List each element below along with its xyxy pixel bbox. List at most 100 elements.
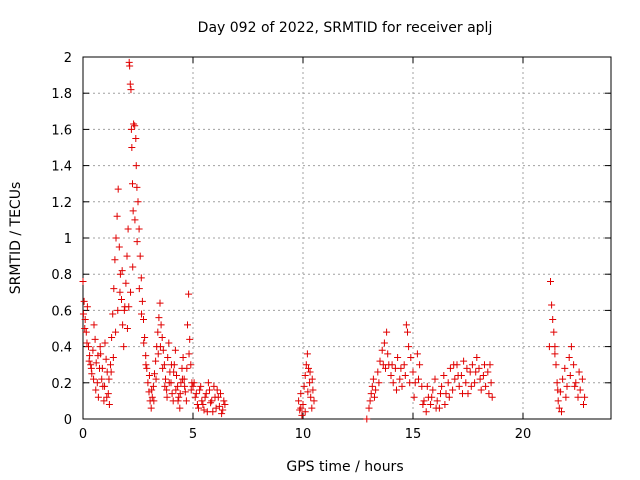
data-point bbox=[382, 364, 389, 372]
data-point bbox=[376, 357, 384, 365]
data-point bbox=[107, 368, 115, 376]
data-point bbox=[460, 357, 468, 365]
data-point bbox=[135, 285, 143, 293]
data-point bbox=[198, 397, 206, 405]
data-point bbox=[132, 134, 140, 142]
data-points bbox=[79, 58, 589, 423]
data-point bbox=[163, 393, 171, 401]
data-point bbox=[440, 372, 448, 380]
data-point bbox=[109, 353, 117, 361]
data-point bbox=[366, 397, 374, 405]
data-point bbox=[220, 397, 228, 405]
data-point bbox=[428, 393, 436, 401]
data-point bbox=[81, 325, 89, 332]
data-point bbox=[147, 404, 155, 412]
data-point bbox=[92, 359, 100, 367]
data-point bbox=[437, 390, 444, 398]
data-point bbox=[301, 408, 309, 416]
data-point bbox=[570, 361, 578, 369]
data-point bbox=[189, 382, 197, 390]
data-point bbox=[174, 382, 182, 390]
data-point bbox=[455, 382, 463, 390]
data-point bbox=[113, 212, 121, 220]
chart-title: Day 092 of 2022, SRMTID for receiver apl… bbox=[198, 20, 493, 36]
data-point bbox=[451, 375, 459, 383]
data-point bbox=[401, 372, 409, 380]
data-point bbox=[178, 375, 186, 383]
data-point bbox=[481, 361, 488, 369]
data-point bbox=[162, 375, 169, 383]
data-point bbox=[94, 352, 102, 360]
data-point bbox=[578, 375, 586, 383]
data-point bbox=[79, 277, 87, 285]
data-point bbox=[176, 390, 184, 398]
data-point bbox=[367, 390, 375, 398]
data-point bbox=[131, 122, 139, 130]
data-point bbox=[413, 350, 421, 358]
y-tick-label: 1 bbox=[64, 232, 72, 247]
data-point bbox=[136, 252, 144, 260]
data-point bbox=[142, 352, 150, 360]
data-point bbox=[104, 390, 112, 398]
data-point bbox=[454, 372, 462, 380]
data-point bbox=[83, 339, 91, 347]
data-point bbox=[129, 263, 137, 271]
data-point bbox=[213, 386, 221, 394]
data-point bbox=[438, 382, 446, 390]
data-point bbox=[179, 353, 187, 361]
grid-lines bbox=[83, 57, 611, 419]
data-point bbox=[450, 361, 458, 369]
data-point bbox=[187, 361, 195, 369]
data-point bbox=[190, 379, 198, 387]
data-point bbox=[170, 368, 178, 376]
data-point bbox=[302, 361, 310, 369]
data-point bbox=[132, 162, 140, 170]
data-point bbox=[123, 252, 131, 260]
data-point bbox=[195, 404, 202, 412]
data-point bbox=[102, 355, 110, 363]
data-point bbox=[309, 386, 317, 394]
data-point bbox=[115, 243, 123, 251]
data-point bbox=[105, 401, 113, 409]
y-tick-label: 2 bbox=[64, 51, 72, 66]
data-point bbox=[445, 393, 453, 401]
data-point bbox=[112, 234, 120, 242]
data-point bbox=[98, 364, 106, 372]
x-tick-label: 20 bbox=[515, 427, 532, 442]
x-tick-label: 15 bbox=[405, 427, 422, 442]
data-point bbox=[389, 379, 397, 387]
data-point bbox=[467, 382, 475, 390]
data-point bbox=[96, 343, 104, 351]
data-point bbox=[218, 410, 226, 418]
data-point bbox=[471, 379, 479, 387]
data-point bbox=[158, 334, 166, 342]
data-point bbox=[160, 361, 168, 369]
data-point bbox=[118, 267, 126, 275]
data-point bbox=[165, 339, 173, 347]
data-point bbox=[87, 361, 95, 369]
data-point bbox=[126, 62, 134, 70]
data-point bbox=[580, 401, 587, 409]
data-point bbox=[148, 386, 156, 394]
data-point bbox=[199, 401, 207, 409]
data-point bbox=[172, 386, 180, 394]
data-point bbox=[131, 216, 139, 224]
data-point bbox=[419, 401, 427, 409]
y-tick-label: 1.8 bbox=[51, 87, 72, 102]
data-point bbox=[554, 386, 562, 394]
data-point bbox=[558, 408, 565, 416]
data-point bbox=[90, 321, 98, 329]
data-point bbox=[217, 390, 224, 398]
data-point bbox=[142, 361, 150, 369]
data-point bbox=[130, 120, 138, 128]
data-point bbox=[306, 368, 314, 376]
data-point bbox=[192, 390, 200, 398]
data-point bbox=[563, 382, 571, 390]
data-point bbox=[129, 207, 137, 215]
data-point bbox=[375, 379, 383, 387]
data-point bbox=[404, 328, 411, 336]
data-point bbox=[123, 325, 131, 332]
data-point bbox=[420, 397, 428, 405]
data-point bbox=[553, 379, 561, 387]
